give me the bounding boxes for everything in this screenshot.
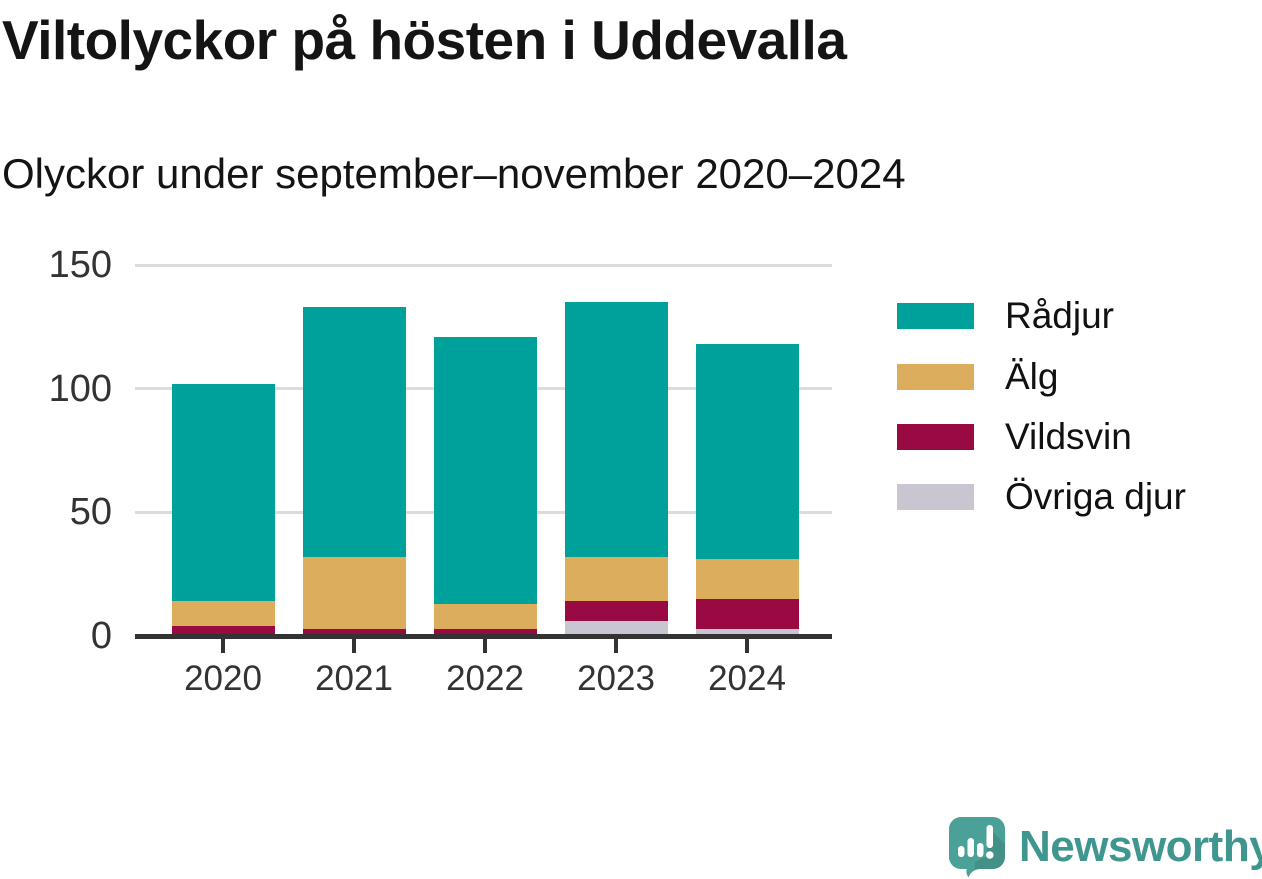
bar-segment-2024-Övriga djur	[695, 628, 799, 636]
bar-segment-2022-Vildsvin	[433, 628, 537, 636]
bar-segment-2023-Rådjur	[564, 302, 668, 557]
bar-segment-2020-Älg	[171, 601, 275, 627]
bar-segment-2020-Vildsvin	[171, 626, 275, 636]
x-axis-tick-2024	[745, 638, 749, 653]
x-axis-label-2022: 2022	[446, 659, 524, 698]
legend-label-Vildsvin: Vildsvin	[1005, 416, 1132, 457]
y-axis-label-0: 0	[90, 615, 112, 657]
bar-segment-2021-Vildsvin	[302, 628, 406, 636]
bar-segment-2023-Vildsvin	[564, 601, 668, 622]
bar-segment-2021-Älg	[302, 556, 406, 629]
y-axis-label-50: 50	[69, 491, 112, 534]
x-axis-tick-2020	[221, 638, 225, 653]
x-axis-tick-2023	[614, 638, 618, 653]
x-axis-label-2020: 2020	[184, 659, 262, 698]
x-axis-label-2021: 2021	[315, 659, 393, 698]
brand-name: Newsworthy	[1019, 822, 1262, 871]
newsworthy-logo-icon	[949, 817, 1005, 878]
legend-item-Älg: Älg	[897, 356, 1059, 397]
legend-swatch-Rådjur	[897, 303, 974, 329]
bar-segment-2023-Övriga djur	[564, 621, 668, 636]
bar-segment-2024-Vildsvin	[695, 598, 799, 629]
x-axis-tick-2022	[483, 638, 487, 653]
bar-segment-2024-Älg	[695, 559, 799, 599]
legend-swatch-Övriga djur	[897, 484, 974, 510]
gridline-150	[135, 263, 832, 267]
x-axis-label-2024: 2024	[708, 659, 786, 698]
bar-segment-2020-Rådjur	[171, 383, 275, 602]
page-title: Viltolyckor på hösten i Uddevalla	[2, 9, 847, 71]
x-axis-tick-2021	[352, 638, 356, 653]
legend-label-Rådjur: Rådjur	[1005, 295, 1114, 336]
legend-item-Rådjur: Rådjur	[897, 295, 1114, 336]
bar-segment-2022-Rådjur	[433, 336, 537, 604]
legend-label-Älg: Älg	[1005, 356, 1059, 397]
bar-segment-2021-Rådjur	[302, 307, 406, 557]
brand-footer: Newsworthy	[947, 816, 1262, 878]
y-axis-label-150: 150	[48, 244, 112, 286]
legend-swatch-Vildsvin	[897, 424, 974, 450]
x-axis-label-2023: 2023	[577, 659, 655, 698]
bar-segment-2024-Rådjur	[695, 344, 799, 560]
legend-swatch-Älg	[897, 364, 974, 390]
bar-segment-2022-Älg	[433, 603, 537, 629]
legend-item-Vildsvin: Vildsvin	[897, 416, 1132, 457]
legend-item-Övriga djur: Övriga djur	[897, 476, 1186, 517]
page-subtitle: Olyckor under september–november 2020–20…	[2, 150, 906, 197]
y-axis-label-100: 100	[48, 367, 112, 410]
bar-segment-2023-Älg	[564, 556, 668, 602]
legend-label-Övriga djur: Övriga djur	[1005, 476, 1186, 517]
x-axis-line	[135, 634, 832, 639]
